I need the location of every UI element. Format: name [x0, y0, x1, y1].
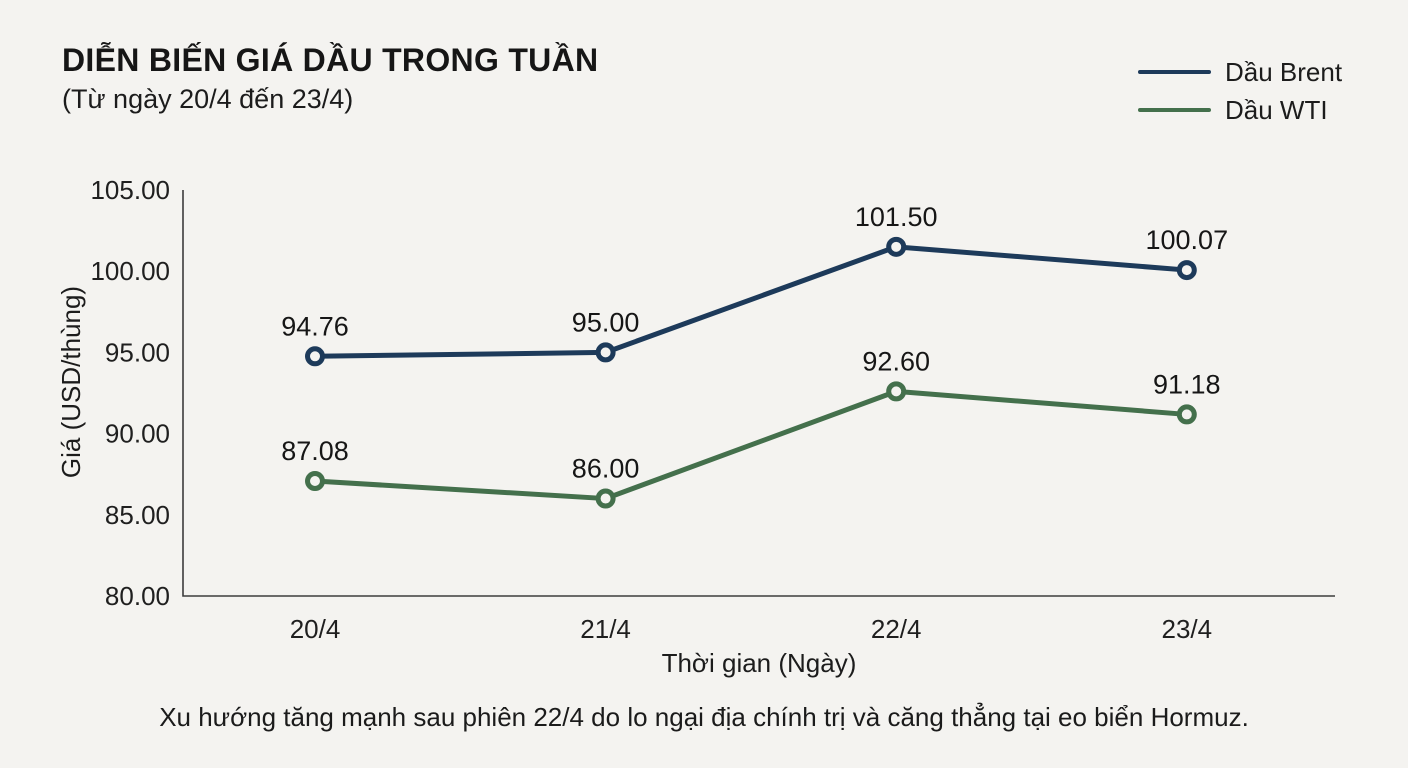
axis-spines: [182, 190, 1335, 597]
wti-series-line: [312, 388, 1190, 502]
data-point-label: 94.76: [281, 311, 349, 341]
chart-header: DIỄN BIẾN GIÁ DẦU TRONG TUẦN (Từ ngày 20…: [62, 42, 598, 115]
y-tick-label: 80.00: [105, 581, 170, 611]
data-point-label: 91.18: [1153, 369, 1221, 399]
data-point-marker: [1176, 260, 1197, 281]
legend-item-wti: Dầu WTI: [1138, 94, 1342, 125]
data-point-marker: [595, 488, 616, 509]
data-point-label: 86.00: [572, 454, 640, 484]
y-tick-label: 85.00: [105, 500, 170, 530]
data-point-marker: [305, 346, 325, 367]
data-point-marker: [886, 236, 907, 257]
chart-subtitle: (Từ ngày 20/4 đến 23/4): [62, 84, 354, 114]
data-point-label: 87.08: [281, 436, 349, 466]
data-point-marker: [1176, 404, 1197, 425]
page-title: DIỄN BIẾN GIÁ DẦU TRONG TUẦN: [62, 42, 599, 78]
x-tick-label: 23/4: [1161, 614, 1212, 644]
data-point-label: 101.50: [855, 202, 938, 232]
y-tick-label: 90.00: [105, 419, 170, 449]
x-tick-label: 20/4: [290, 614, 341, 644]
x-tick-label: 22/4: [871, 614, 922, 644]
data-point-marker: [886, 381, 907, 402]
legend-label-brent: Dầu Brent: [1225, 56, 1343, 87]
data-point-label: 92.60: [862, 346, 930, 376]
chart-legend: Dầu Brent Dầu WTI: [1138, 56, 1343, 125]
y-tick-label: 95.00: [105, 337, 170, 367]
y-tick-label: 105.00: [90, 175, 170, 205]
wti-line-swatch: [1138, 108, 1211, 112]
brent-line-swatch: [1138, 70, 1211, 74]
data-point-marker: [305, 471, 325, 492]
x-axis-title: Thời gian (Ngày): [661, 648, 857, 678]
legend-item-brent: Dầu Brent: [1138, 56, 1343, 87]
y-axis-title: Giá (USD/thùng): [56, 285, 86, 479]
chart-caption: Xu hướng tăng mạnh sau phiên 22/4 do lo …: [159, 702, 1249, 732]
legend-label-wti: Dầu WTI: [1225, 94, 1328, 125]
y-tick-label: 100.00: [90, 256, 170, 286]
data-point-label: 100.07: [1146, 225, 1229, 255]
x-tick-label: 21/4: [580, 614, 631, 644]
data-point-label: 95.00: [572, 307, 640, 337]
brent-series-line: [312, 244, 1190, 359]
data-point-marker: [595, 342, 616, 363]
